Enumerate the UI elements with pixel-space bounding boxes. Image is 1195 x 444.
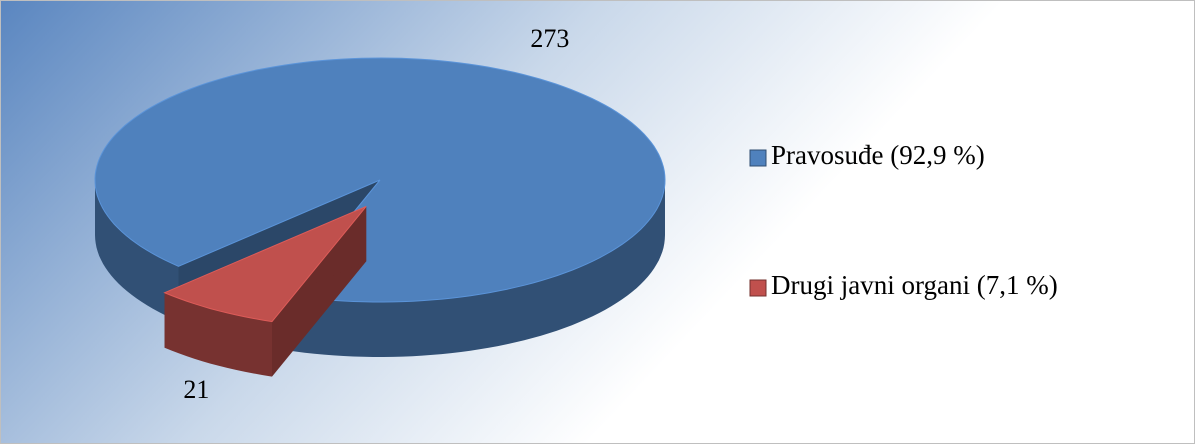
legend-label: Drugi javni organi (7,1 %)	[771, 270, 1058, 300]
slice-side	[285, 180, 665, 357]
pie-slice	[163, 205, 367, 377]
legend-label: Pravosuđe (92,9 %)	[771, 140, 985, 170]
legend-swatch	[749, 149, 767, 167]
slice-side	[164, 292, 272, 377]
legend-swatch	[749, 279, 767, 297]
slice-side	[95, 180, 179, 322]
data-label: 273	[530, 24, 569, 53]
data-label: 21	[183, 375, 209, 404]
slice-top	[94, 57, 666, 303]
slice-top	[163, 205, 367, 323]
